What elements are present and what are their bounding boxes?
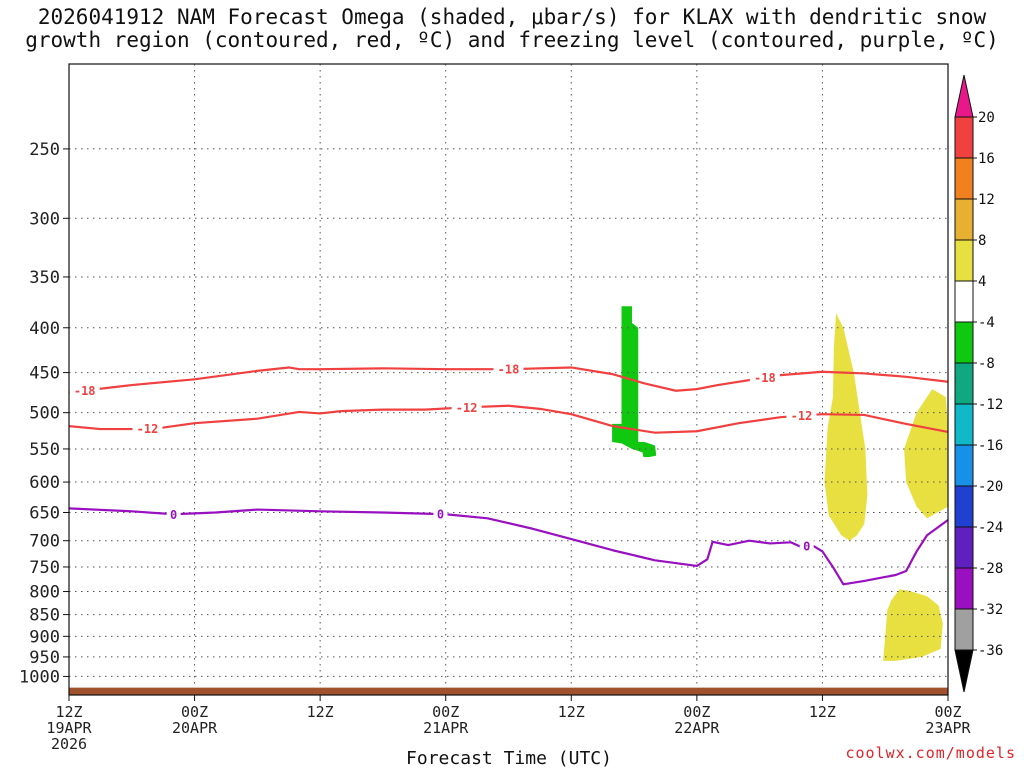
x-tick-label: 23APR <box>925 719 971 737</box>
contour-label-bg <box>749 370 780 385</box>
x-tick-label: 00Z <box>432 703 459 721</box>
x-tick-label: 12Z <box>558 703 585 721</box>
colorbar-top-arrow <box>954 74 974 118</box>
y-tick-label: 300 <box>29 209 60 229</box>
x-tick-label: 00Z <box>683 703 710 721</box>
y-tick-label: 850 <box>29 606 60 626</box>
colorbar-label: 12 <box>978 192 995 208</box>
terrain-fill <box>69 687 948 695</box>
colorbar-swatch <box>954 362 974 405</box>
y-tick-label: 950 <box>29 648 60 668</box>
colorbar-swatch <box>954 321 974 364</box>
contour-label-bg <box>132 421 163 436</box>
contour-label-bg <box>799 539 814 554</box>
contour-line--18 <box>68 366 949 394</box>
y-tick-label: 400 <box>29 319 60 339</box>
omega-shaded-region-0 <box>612 306 657 458</box>
colorbar-label: -8 <box>978 356 995 372</box>
colorbar-swatch <box>954 116 974 159</box>
colorbar-swatch <box>954 403 974 446</box>
colorbar-swatch <box>954 157 974 200</box>
colorbar-label: 8 <box>978 233 986 249</box>
contour-label--12: -12 <box>456 401 478 415</box>
colorbar-label: 16 <box>978 151 995 167</box>
y-tick-label: 350 <box>29 268 60 288</box>
title-line-2: growth region (contoured, red, ºC) and f… <box>25 28 999 52</box>
colorbar-label: -36 <box>978 643 1003 659</box>
colorbar-swatch <box>954 567 974 610</box>
colorbar-swatch <box>954 239 974 282</box>
contour-label-bg <box>166 507 181 522</box>
y-tick-label: 500 <box>29 404 60 424</box>
y-tick-label: 250 <box>29 140 60 160</box>
omega-shaded-region-3 <box>883 589 943 661</box>
contour-label--12: -12 <box>137 422 159 436</box>
omega-shaded-region-2 <box>904 389 948 519</box>
y-tick-label: 750 <box>29 558 60 578</box>
colorbar-label: 4 <box>978 274 986 290</box>
y-tick-label: 650 <box>29 504 60 524</box>
x-tick-label: 12Z <box>307 703 334 721</box>
x-tick-label: 19APR <box>46 719 92 737</box>
colorbar-label: 20 <box>978 110 995 126</box>
colorbar-swatch <box>954 198 974 241</box>
colorbar-swatch <box>954 608 974 651</box>
y-tick-label: 1000 <box>19 667 60 687</box>
contour-label-0: 0 <box>437 508 444 522</box>
x-tick-label: 00Z <box>934 703 961 721</box>
contour-label-bg <box>493 362 524 377</box>
contour-line--12 <box>68 404 949 434</box>
colorbar-swatch <box>954 444 974 487</box>
contour-label--18: -18 <box>754 371 776 385</box>
contour-label-0: 0 <box>170 508 177 522</box>
colorbar-bottom-arrow <box>954 649 974 693</box>
x-tick-label: 22APR <box>674 719 720 737</box>
x-axis-title: Forecast Time (UTC) <box>406 748 612 768</box>
y-tick-label: 450 <box>29 364 60 384</box>
x-tick-label: 21APR <box>423 719 469 737</box>
contour-label--18: -18 <box>74 384 96 398</box>
y-tick-label: 900 <box>29 627 60 647</box>
y-tick-label: 600 <box>29 473 60 493</box>
contour-label-bg <box>69 383 100 398</box>
colorbar-label: -16 <box>978 438 1003 454</box>
x-tick-label: 12Z <box>809 703 836 721</box>
contour-line-0 <box>68 507 949 586</box>
omega-shaded-region-1 <box>824 313 868 541</box>
plot-frame <box>68 63 949 696</box>
colorbar-label: -24 <box>978 520 1003 536</box>
x-tick-label: 12Z <box>55 703 82 721</box>
contour-label--12: -12 <box>791 409 813 423</box>
contour-label-bg <box>451 400 482 415</box>
colorbar-swatch <box>954 526 974 569</box>
contour-label--18: -18 <box>498 363 520 377</box>
x-tick-label: 20APR <box>172 719 218 737</box>
page-title: 2026041912 NAM Forecast Omega (shaded, μ… <box>0 6 1024 52</box>
contour-label-bg <box>433 507 448 522</box>
colorbar-swatch <box>954 485 974 528</box>
colorbar-swatch <box>954 280 974 323</box>
y-tick-label: 550 <box>29 440 60 460</box>
attribution-link[interactable]: coolwx.com/models <box>845 744 1016 762</box>
contour-label-bg <box>786 408 817 423</box>
colorbar-label: -20 <box>978 479 1003 495</box>
x-tick-label: 00Z <box>181 703 208 721</box>
colorbar-label: -4 <box>978 315 995 331</box>
y-tick-label: 700 <box>29 532 60 552</box>
contour-label-0: 0 <box>803 540 810 554</box>
y-tick-label: 800 <box>29 583 60 603</box>
colorbar-label: -32 <box>978 602 1003 618</box>
x-tick-label: 2026 <box>51 735 87 753</box>
colorbar-label: -12 <box>978 397 1003 413</box>
title-line-1: 2026041912 NAM Forecast Omega (shaded, μ… <box>37 5 987 29</box>
colorbar-label: -28 <box>978 561 1003 577</box>
